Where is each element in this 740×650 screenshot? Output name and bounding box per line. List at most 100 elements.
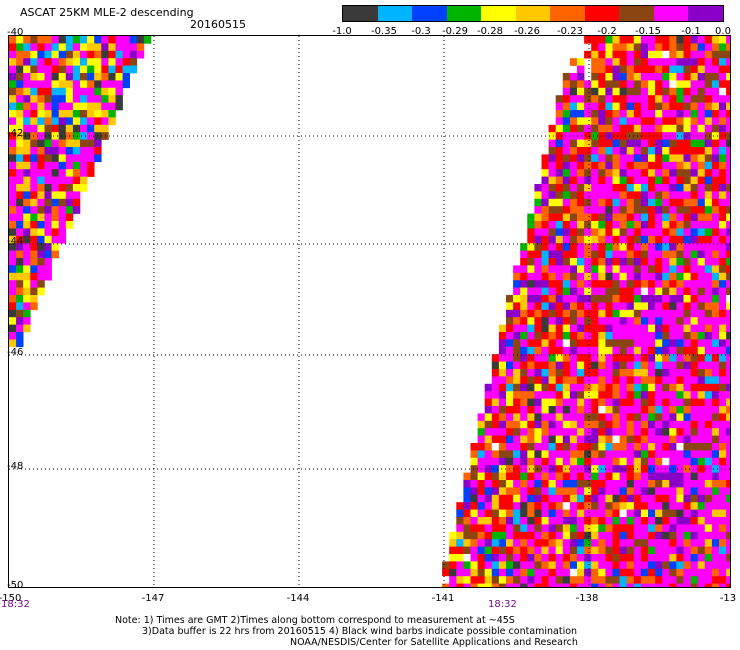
heatmap-cell <box>619 502 627 510</box>
heatmap-cell <box>37 287 45 296</box>
heatmap-cell <box>562 428 571 436</box>
heatmap-cell <box>633 406 642 414</box>
heatmap-cell <box>648 80 656 89</box>
heatmap-cell <box>9 65 17 74</box>
heatmap-cell <box>633 502 642 510</box>
heatmap-cell <box>491 561 500 570</box>
heatmap-cell <box>16 295 24 303</box>
heatmap-cell <box>44 95 52 103</box>
heatmap-cell <box>37 184 45 192</box>
heatmap-cell <box>598 73 606 81</box>
heatmap-cell <box>569 472 578 481</box>
heatmap-cell <box>719 346 727 355</box>
heatmap-cell <box>711 169 720 177</box>
heatmap-cell <box>697 95 706 103</box>
heatmap-cell <box>80 161 88 170</box>
heatmap-cell <box>527 554 535 562</box>
heatmap-cell <box>51 191 59 200</box>
heatmap-cell <box>640 376 649 385</box>
heatmap-cell <box>101 95 109 103</box>
heatmap-cell <box>30 65 38 74</box>
heatmap-cell <box>72 58 81 66</box>
heatmap-cell <box>704 361 713 370</box>
heatmap-cell <box>598 124 606 133</box>
heatmap-cell <box>541 376 549 385</box>
heatmap-cell <box>470 554 478 562</box>
heatmap-cell <box>555 354 564 362</box>
x-tick-label: -147 <box>141 593 165 604</box>
heatmap-cell <box>562 235 571 244</box>
heatmap-cell <box>726 295 730 303</box>
heatmap-cell <box>612 502 620 510</box>
heatmap-cell <box>711 191 720 200</box>
heatmap-cell <box>44 80 52 89</box>
heatmap-cell <box>456 524 464 533</box>
heatmap-cell <box>506 332 514 340</box>
heatmap-cell <box>548 132 556 140</box>
heatmap-cell <box>690 317 698 325</box>
heatmap-cell <box>548 502 556 510</box>
heatmap-cell <box>577 435 585 444</box>
heatmap-cell <box>633 398 642 407</box>
heatmap-cell <box>44 102 52 111</box>
heatmap-cell <box>626 124 635 133</box>
heatmap-cell <box>463 576 471 584</box>
heatmap-cell <box>719 420 727 429</box>
heatmap-cell <box>562 317 571 325</box>
heatmap-cell <box>548 258 556 266</box>
heatmap-cell <box>655 287 663 296</box>
heatmap-cell <box>605 531 613 540</box>
heatmap-cell <box>619 80 627 89</box>
heatmap-cell <box>591 184 599 192</box>
heatmap-cell <box>704 383 713 392</box>
heatmap-cell <box>506 428 514 436</box>
heatmap-cell <box>513 398 521 407</box>
heatmap-cell <box>676 110 684 118</box>
heatmap-cell <box>640 457 649 466</box>
heatmap-cell <box>662 450 670 459</box>
colorbar-segment <box>584 6 620 21</box>
heatmap-cell <box>726 539 730 547</box>
heatmap-cell <box>704 480 713 488</box>
heatmap-cell <box>520 302 528 311</box>
heatmap-cell <box>662 58 670 66</box>
heatmap-cell <box>648 317 656 325</box>
heatmap-cell <box>655 191 663 200</box>
heatmap-cell <box>655 546 663 555</box>
heatmap-cell <box>619 339 627 348</box>
heatmap-cell <box>65 139 74 148</box>
heatmap-cell <box>555 583 564 587</box>
heatmap-cell <box>513 309 521 318</box>
heatmap-cell <box>719 361 727 370</box>
heatmap-cell <box>598 443 606 451</box>
heatmap-cell <box>690 413 698 422</box>
heatmap-cell <box>648 583 656 587</box>
heatmap-cell <box>484 398 493 407</box>
heatmap-cell <box>662 561 670 570</box>
heatmap-cell <box>598 369 606 377</box>
heatmap-cell <box>690 147 698 155</box>
heatmap-cell <box>612 339 620 348</box>
heatmap-cell <box>51 80 59 89</box>
heatmap-cell <box>655 250 663 259</box>
heatmap-cell <box>626 480 635 488</box>
heatmap-cell <box>101 73 109 81</box>
heatmap-cell <box>676 398 684 407</box>
heatmap-cell <box>719 457 727 466</box>
heatmap-cell <box>491 509 500 518</box>
heatmap-cell <box>697 554 706 562</box>
heatmap-cell <box>520 258 528 266</box>
heatmap-cell <box>16 117 24 126</box>
heatmap-cell <box>598 87 606 96</box>
heatmap-cell <box>704 583 713 587</box>
heatmap-cell <box>122 65 130 74</box>
heatmap-cell <box>23 206 31 214</box>
heatmap-cell <box>80 110 88 118</box>
heatmap-cell <box>648 398 656 407</box>
heatmap-cell <box>655 235 663 244</box>
heatmap-cell <box>498 539 507 547</box>
heatmap-cell <box>633 480 642 488</box>
heatmap-cell <box>669 583 677 587</box>
heatmap-cell <box>520 546 528 555</box>
heatmap-cell <box>16 243 24 251</box>
